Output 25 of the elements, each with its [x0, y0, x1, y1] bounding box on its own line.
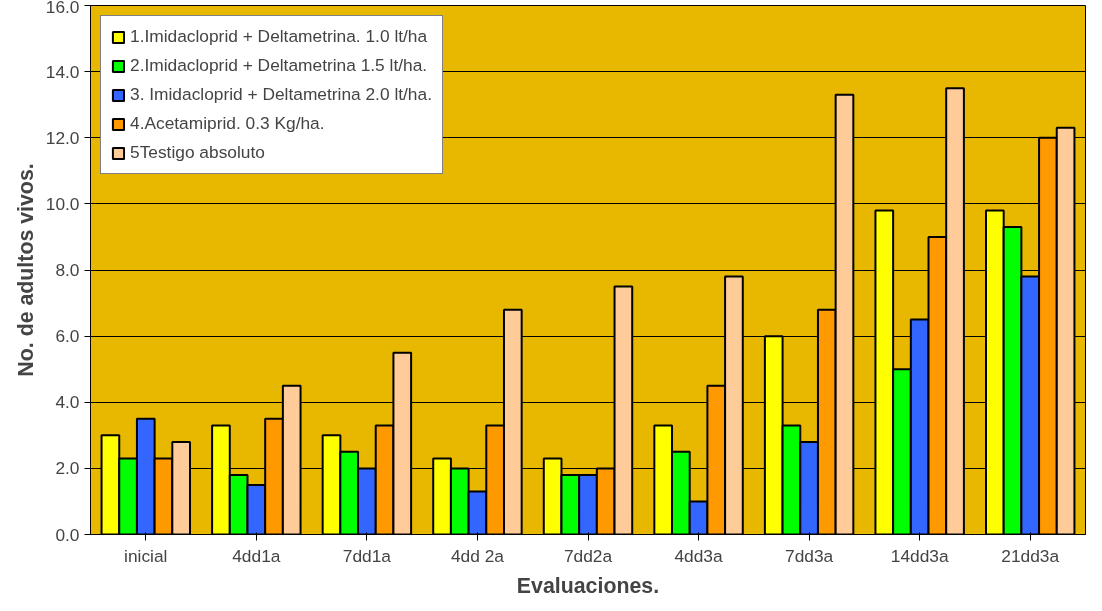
x-tick-label: 4dd 2a [450, 545, 505, 566]
x-tick-label: 7dd1a [342, 545, 392, 566]
x-tick-label: 7dd3a [785, 545, 834, 566]
legend-label: 3. Imidacloprid + Deltametrina 2.0 lt/ha. [130, 84, 432, 105]
x-tick-label: 4dd3a [674, 545, 724, 566]
legend-label: 4.Acetamiprid. 0.3 Kg/ha. [130, 113, 325, 134]
y-tick-label: 10.0 [45, 193, 80, 214]
y-tick-label: 0.0 [55, 524, 80, 545]
legend-label: 5Testigo absoluto [130, 142, 265, 163]
y-tick-label: 12.0 [45, 127, 80, 148]
legend-label: 2.Imidacloprid + Deltametrina 1.5 lt/ha. [130, 55, 428, 76]
y-tick-label: 16.0 [45, 0, 80, 17]
y-tick-label: 8.0 [55, 260, 80, 280]
y-tick-label: 2.0 [55, 458, 80, 479]
x-tick-label: 14dd3a [890, 545, 949, 566]
y-axis-title: No. de adultos vivos. [13, 163, 38, 377]
x-tick-label: inicial [124, 545, 168, 566]
y-tick-label: 4.0 [55, 392, 80, 413]
x-axis-title: Evaluaciones. [516, 573, 660, 598]
x-tick-label: 7dd2a [563, 545, 613, 566]
x-tick-label: 4dd1a [232, 545, 281, 566]
legend-label: 1.Imidacloprid + Deltametrina. 1.0 lt/ha [130, 26, 428, 47]
y-tick-label: 6.0 [55, 326, 80, 347]
x-tick-label: 21dd3a [1001, 545, 1060, 566]
y-tick-label: 14.0 [45, 61, 80, 82]
